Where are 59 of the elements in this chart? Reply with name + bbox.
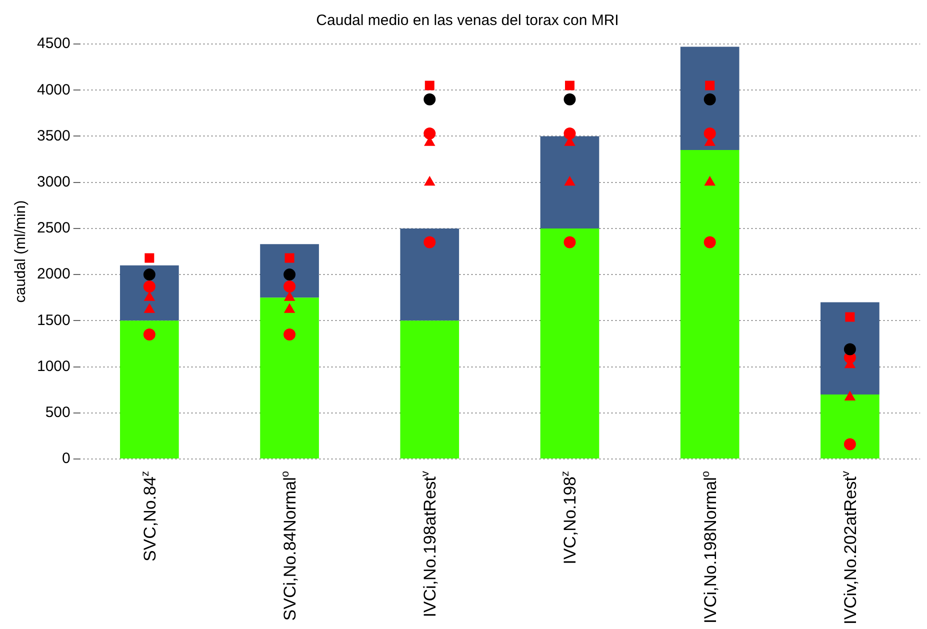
point (845, 312, 855, 322)
point (424, 80, 434, 90)
point (564, 127, 576, 140)
point (144, 292, 155, 301)
point (844, 438, 856, 450)
bar (400, 320, 460, 458)
bar (820, 302, 880, 394)
point (844, 391, 856, 400)
point (284, 304, 295, 313)
y-tick-label: 4000 (36, 81, 70, 98)
point (564, 236, 576, 248)
point (704, 127, 716, 140)
point (564, 80, 574, 90)
point (424, 176, 435, 186)
bar (120, 320, 179, 458)
y-tick-label: 2500 (36, 220, 70, 237)
point (424, 93, 436, 106)
point (424, 127, 436, 140)
point (144, 253, 154, 263)
bar (400, 228, 460, 321)
bar (540, 136, 600, 228)
y-tick-label: 1000 (36, 358, 70, 375)
bar (540, 228, 600, 458)
point (144, 304, 155, 313)
point (284, 280, 296, 293)
y-tick-label: 3500 (36, 127, 70, 144)
x-tick-label: SVC,No.84z (139, 471, 160, 562)
point (564, 176, 575, 186)
bar (820, 394, 880, 458)
y-tick-label: 1500 (36, 312, 70, 329)
chart-title: Caudal medio en las venas del torax con MRI (316, 12, 619, 30)
point (704, 176, 716, 186)
y-tick-label: 4500 (36, 35, 70, 52)
point (143, 328, 156, 340)
point (284, 253, 294, 263)
bar (260, 298, 319, 458)
point (704, 236, 716, 248)
point (143, 280, 156, 293)
x-tick-label: IVC,No.198z (560, 471, 580, 564)
y-axis-title: caudal (ml/min) (12, 200, 30, 303)
x-tick-label: SVCi,No.84Normalo (280, 470, 300, 621)
point (844, 343, 856, 356)
y-tick-label: 500 (45, 404, 70, 422)
y-tick-label: 3000 (36, 173, 70, 190)
x-tick-label: IVCi,No.198Normalo (700, 470, 720, 624)
point (284, 292, 295, 301)
bar (680, 150, 740, 458)
point (704, 93, 716, 106)
point (284, 328, 296, 340)
x-tick-label: IVCiv,No.202atRestv (840, 470, 860, 625)
bar (680, 46, 740, 150)
point (424, 236, 436, 248)
point (143, 268, 156, 281)
y-tick-label: 0 (62, 450, 70, 468)
point (705, 80, 715, 90)
point (564, 93, 576, 106)
x-tick-label: IVCi,No.198atRestv (420, 470, 440, 618)
y-tick-label: 2000 (36, 266, 70, 283)
point (284, 268, 296, 281)
